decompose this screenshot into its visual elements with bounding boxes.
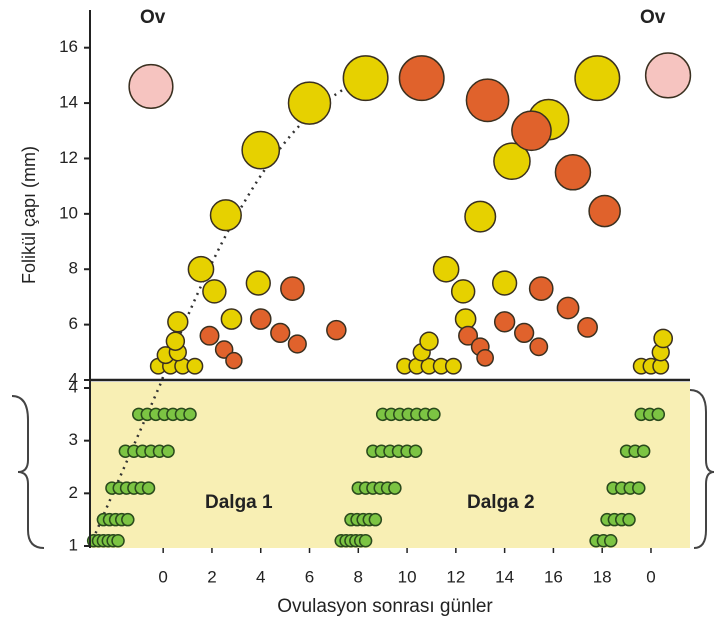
follicle bbox=[555, 155, 590, 190]
follicle bbox=[515, 324, 534, 343]
follicle bbox=[281, 277, 304, 300]
follicle bbox=[466, 79, 508, 121]
follicle bbox=[271, 324, 290, 343]
follicle bbox=[112, 535, 124, 547]
annotation: Dalga 2 bbox=[467, 492, 535, 513]
follicle bbox=[589, 196, 620, 227]
follicle bbox=[465, 201, 496, 232]
follicle bbox=[399, 56, 444, 101]
follicle bbox=[477, 350, 493, 366]
x-tick-label: 6 bbox=[305, 567, 314, 586]
follicle bbox=[495, 312, 515, 332]
annotation: Ov bbox=[640, 7, 666, 28]
follicle bbox=[433, 257, 458, 282]
wave-band bbox=[90, 382, 690, 548]
y-axis-label: Folikül çapı (mm) bbox=[19, 146, 39, 284]
follicle bbox=[530, 277, 553, 300]
follicle bbox=[129, 65, 173, 109]
x-tick-label: 10 bbox=[398, 567, 417, 586]
chart: Folikül çapı (mm) Ovulasyon sonrası günl… bbox=[0, 0, 717, 635]
y-tick-label: 3 bbox=[69, 430, 78, 449]
follicle bbox=[242, 132, 279, 169]
follicle bbox=[251, 309, 271, 329]
follicle bbox=[652, 408, 664, 420]
follicle bbox=[646, 53, 691, 98]
follicle bbox=[168, 312, 188, 332]
follicle bbox=[289, 82, 331, 124]
follicle bbox=[638, 445, 650, 457]
x-tick-label: 4 bbox=[256, 567, 265, 586]
x-tick-label: 0 bbox=[158, 567, 167, 586]
follicle bbox=[246, 271, 270, 295]
left-brace bbox=[12, 396, 44, 548]
y-tick-label: 6 bbox=[69, 314, 78, 333]
y-tick-label: 2 bbox=[69, 483, 78, 502]
follicle bbox=[410, 445, 422, 457]
follicle bbox=[420, 332, 438, 350]
follicle bbox=[493, 271, 517, 295]
follicle bbox=[211, 200, 242, 231]
x-tick-label: 18 bbox=[593, 567, 612, 586]
follicle bbox=[654, 329, 672, 347]
follicle bbox=[166, 332, 184, 350]
x-tick-label: 2 bbox=[207, 567, 216, 586]
follicle bbox=[578, 318, 597, 337]
follicle bbox=[327, 321, 346, 340]
follicle bbox=[446, 358, 461, 373]
follicle bbox=[575, 56, 620, 101]
x-tick-label: 12 bbox=[446, 567, 465, 586]
follicle bbox=[557, 297, 578, 318]
y-tick-label: 10 bbox=[59, 203, 78, 222]
follicle bbox=[360, 535, 372, 547]
follicle bbox=[162, 445, 174, 457]
follicle bbox=[389, 482, 401, 494]
follicle bbox=[203, 280, 226, 303]
follicle bbox=[200, 326, 218, 344]
follicle bbox=[343, 56, 388, 101]
follicle bbox=[226, 353, 242, 369]
x-tick-label: 8 bbox=[354, 567, 363, 586]
annotation: Dalga 1 bbox=[205, 492, 273, 513]
y-tick-label: 8 bbox=[69, 259, 78, 278]
follicle bbox=[143, 482, 155, 494]
y-tick-label: 12 bbox=[59, 148, 78, 167]
follicle bbox=[188, 257, 213, 282]
follicle bbox=[530, 338, 547, 355]
follicle bbox=[122, 514, 134, 526]
follicle bbox=[428, 408, 440, 420]
follicle bbox=[512, 111, 551, 150]
follicle bbox=[633, 482, 645, 494]
follicle bbox=[221, 309, 241, 329]
x-tick-label: 14 bbox=[495, 567, 514, 586]
right-brace bbox=[690, 390, 714, 548]
follicle bbox=[605, 535, 617, 547]
follicle bbox=[452, 280, 475, 303]
follicle bbox=[369, 514, 381, 526]
x-tick-label: 0 bbox=[646, 567, 655, 586]
page: {"chart_data": [ {"type": "scatter", "y_… bbox=[0, 0, 717, 635]
annotation: Ov bbox=[140, 7, 166, 28]
y-tick-label: 1 bbox=[69, 535, 78, 554]
follicle bbox=[623, 514, 635, 526]
y-tick-label: 16 bbox=[59, 37, 78, 56]
x-tick-label: 16 bbox=[544, 567, 563, 586]
x-axis-label: Ovulasyon sonrası günler bbox=[277, 596, 493, 617]
follicle bbox=[184, 408, 196, 420]
y-tick-label: 14 bbox=[59, 93, 78, 112]
follicle bbox=[288, 335, 306, 353]
follicle bbox=[187, 358, 202, 373]
y-tick-label: 4 bbox=[69, 377, 78, 396]
